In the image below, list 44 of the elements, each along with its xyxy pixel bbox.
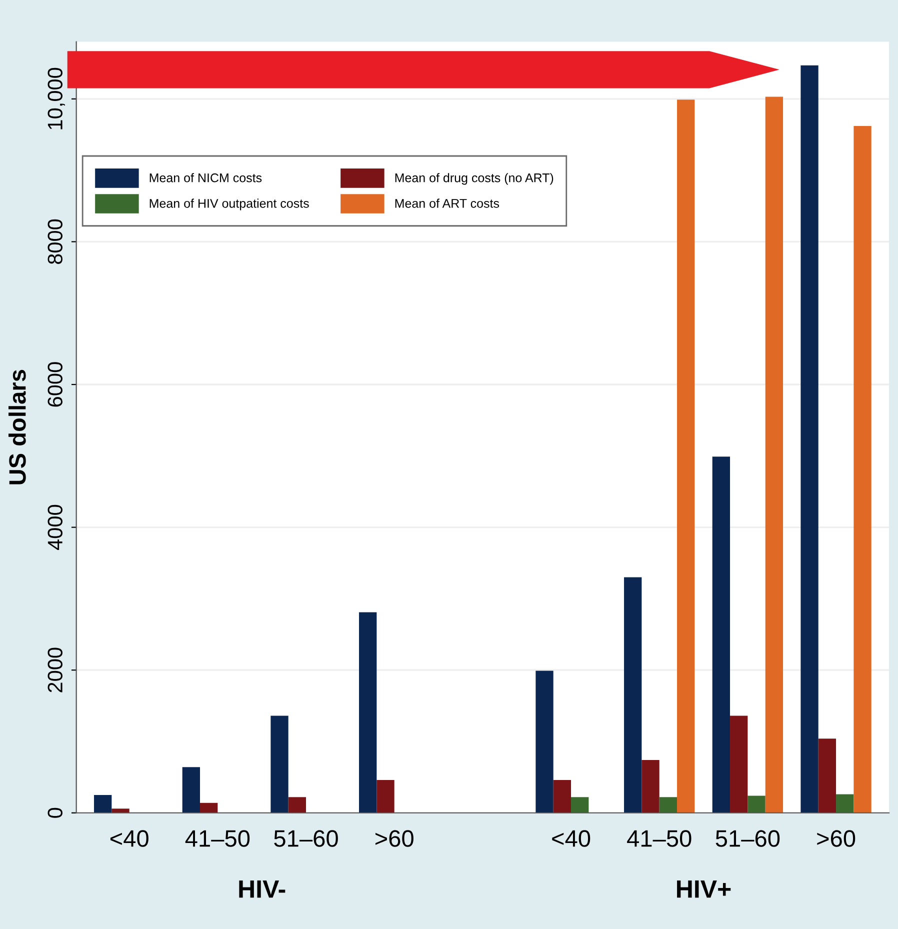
bar — [553, 780, 572, 813]
x-tick-label: <40 — [110, 830, 148, 847]
y-tick-label: 0 — [48, 808, 62, 818]
legend-label: Mean of ART costs — [395, 198, 500, 208]
text: HIV+ — [677, 880, 731, 898]
bar — [836, 794, 854, 813]
bar — [765, 96, 784, 813]
bar — [818, 738, 836, 813]
bar — [376, 780, 394, 813]
bar — [571, 797, 589, 813]
x-tick-label: >60 — [375, 830, 414, 847]
bar — [854, 126, 872, 813]
bar — [659, 797, 678, 813]
bar — [748, 796, 766, 813]
y-tick-label: 4000 — [48, 504, 62, 550]
bar — [270, 716, 288, 813]
x-tick-label: 51–60 — [274, 830, 338, 847]
legend-label: Mean of drug costs (no ART) — [395, 173, 554, 185]
legend-label: Mean of NICM costs — [150, 173, 262, 182]
y-tick-label: 6000 — [48, 362, 62, 407]
bar — [677, 100, 695, 813]
bar — [642, 760, 660, 813]
y-tick-label: 2000 — [48, 648, 62, 692]
legend-label: Mean of HIV outpatient costs — [150, 198, 309, 210]
bar — [94, 795, 112, 813]
bar — [359, 612, 377, 813]
bar — [288, 797, 306, 813]
x-tick-label: <40 — [552, 830, 590, 847]
x-tick-label: 41–50 — [185, 830, 250, 847]
y-tick-label: 8000 — [48, 219, 62, 264]
x-tick-label: 41–50 — [627, 830, 692, 847]
x-tick-label: >60 — [817, 830, 856, 847]
x-tick-label: 51–60 — [716, 830, 780, 847]
y-tick-label: 10,000 — [48, 68, 65, 130]
bar — [800, 65, 818, 813]
bar — [624, 577, 642, 813]
bar — [182, 767, 200, 813]
bar — [536, 670, 554, 813]
bar — [200, 802, 218, 813]
text: HIV- — [239, 880, 286, 898]
y-axis-title: US dollars — [8, 370, 26, 484]
bar — [112, 808, 130, 813]
bar — [730, 716, 748, 813]
bar — [712, 456, 730, 813]
